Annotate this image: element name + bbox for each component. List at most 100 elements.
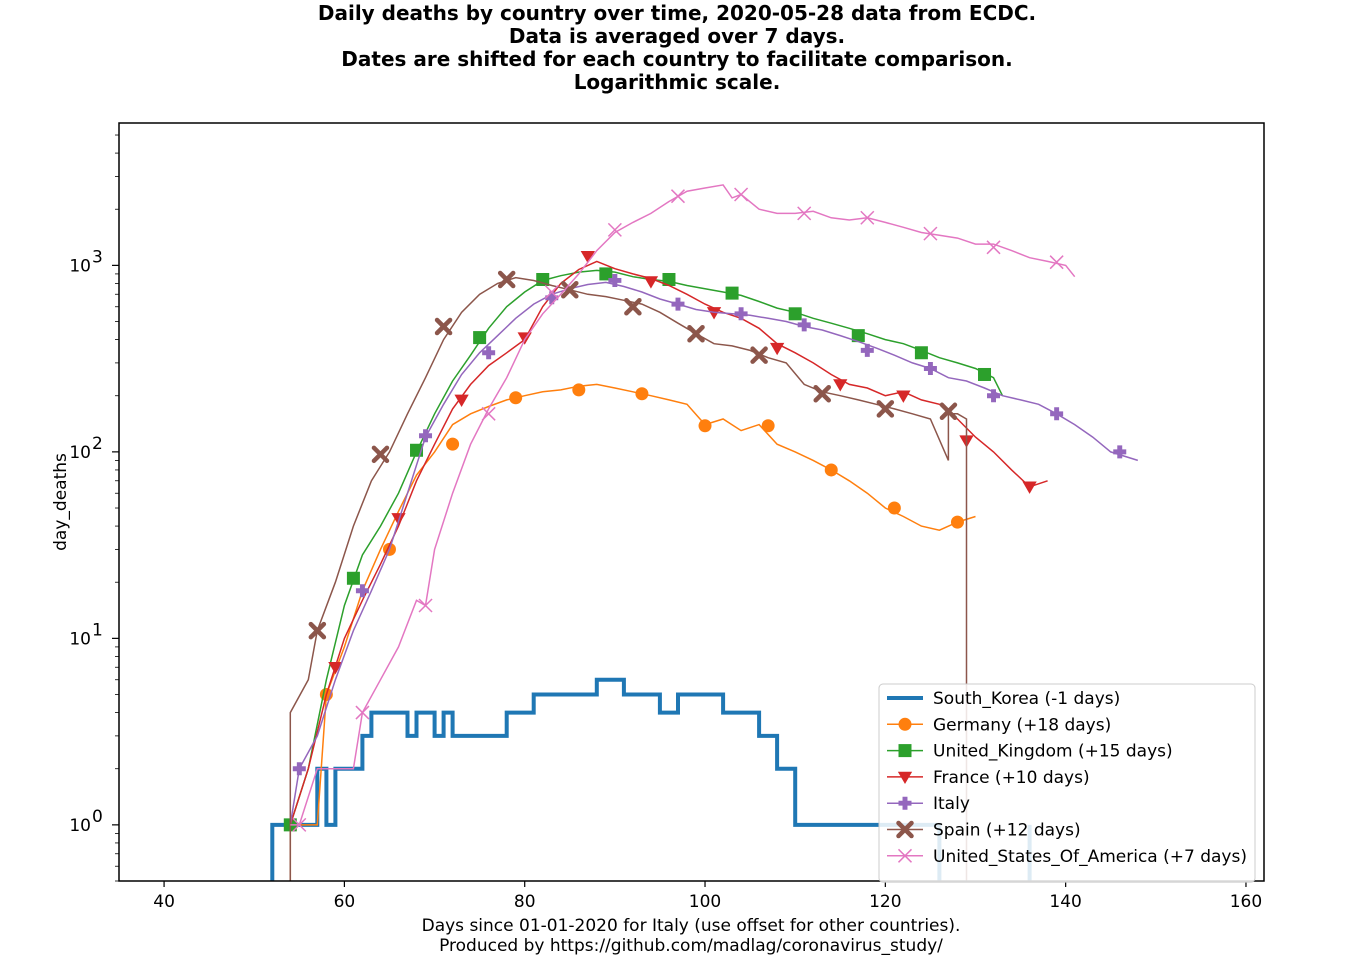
legend-marker-1	[898, 717, 912, 731]
series-6-point-6	[670, 189, 686, 204]
series-2-point-3	[473, 331, 487, 345]
series-1-point-3	[509, 391, 523, 405]
series-4-point-13	[1113, 445, 1127, 459]
series-3-point-4	[580, 250, 595, 264]
series-4-point-9	[860, 343, 874, 357]
series-4-point-0	[292, 762, 306, 776]
series-6-point-5	[607, 222, 622, 237]
series-line-3	[289, 260, 1048, 826]
legend-label-5: Spain (+12 days)	[933, 821, 1081, 841]
series-5-point-7	[750, 346, 768, 364]
legend-entry-0: South_Korea (-1 days)	[887, 689, 1120, 709]
legend-label-0: South_Korea (-1 days)	[933, 689, 1120, 709]
series-1-point-6	[698, 419, 712, 433]
series-1-point-8	[824, 463, 838, 477]
series-6-point-1	[355, 705, 370, 720]
series-5-point-9	[876, 400, 895, 418]
series-line-1	[289, 383, 976, 881]
series-6-point-0	[292, 817, 307, 832]
series-6	[290, 184, 1076, 832]
legend-label-1: Germany (+18 days)	[933, 715, 1111, 735]
series-5-point-10	[939, 402, 958, 421]
title-line-4: Logarithmic scale.	[573, 70, 781, 94]
x-tick-label-3: 100	[689, 892, 721, 912]
series-2-point-1	[346, 571, 360, 585]
series-6-point-7	[734, 187, 749, 202]
series-2-point-9	[851, 329, 865, 343]
series-1	[289, 383, 976, 881]
chart-title: Daily deaths by country over time, 2020-…	[0, 2, 1354, 94]
series-5-point-6	[687, 324, 705, 343]
legend-marker-4	[898, 796, 912, 810]
series-5-point-5	[624, 297, 642, 316]
series-5-point-8	[813, 384, 831, 403]
series-4-point-10	[923, 361, 937, 375]
series-0	[270, 677, 1032, 881]
series-4-point-8	[797, 318, 811, 332]
series-4-point-7	[734, 307, 748, 321]
series-6-point-12	[1049, 255, 1064, 270]
legend-marker-5	[896, 820, 914, 839]
series-1-point-7	[761, 419, 775, 433]
legend-entry-4: Italy	[887, 794, 970, 814]
legend-label-4: Italy	[933, 794, 970, 814]
series-2-point-7	[725, 286, 739, 300]
series-2-point-11	[978, 367, 992, 381]
series-1-point-2	[446, 437, 460, 451]
series-4	[289, 273, 1139, 826]
y-tick-exponent-0: 0	[92, 807, 103, 827]
x-axis-credit: Produced by https://github.com/madlag/co…	[439, 936, 943, 956]
series-6-point-10	[923, 226, 938, 241]
series-5-point-4	[561, 281, 579, 299]
legend-box	[878, 683, 1256, 883]
x-tick-label-0: 40	[153, 892, 175, 912]
series-4-point-6	[671, 297, 685, 311]
y-tick-label-3: 10	[69, 256, 91, 276]
legend-entry-5: Spain (+12 days)	[887, 821, 1081, 841]
series-3-point-11	[1022, 481, 1037, 494]
legend-entry-6: United_States_Of_America (+7 days)	[887, 847, 1247, 867]
plot-frame	[118, 122, 1265, 882]
series-1-point-9	[887, 501, 901, 515]
x-tick-label-6: 160	[1230, 892, 1262, 912]
series-6-point-11	[986, 240, 1001, 255]
series-3-point-2	[454, 394, 469, 408]
series-5-point-0	[308, 621, 327, 640]
legend-marker-6	[897, 848, 913, 863]
series-2-point-6	[662, 272, 676, 286]
series-5-point-2	[434, 317, 453, 336]
series-3-point-5	[643, 276, 659, 289]
series-line-0	[270, 677, 1032, 881]
legend-label-3: France (+10 days)	[933, 768, 1090, 788]
series-1-point-10	[950, 515, 964, 529]
legend-label-6: United_States_Of_America (+7 days)	[933, 847, 1247, 867]
series-4-point-1	[355, 584, 369, 598]
legend-entry-3: France (+10 days)	[887, 768, 1090, 788]
title-line-2: Data is averaged over 7 days.	[508, 24, 846, 48]
x-tick-label-4: 120	[869, 892, 901, 912]
series-3-point-6	[706, 307, 722, 320]
legend-label-2: United_Kingdom (+15 days)	[933, 742, 1173, 762]
series-3	[289, 250, 1048, 826]
series-6-point-9	[860, 210, 875, 225]
x-tick-label-1: 60	[334, 892, 356, 912]
legend-entry-1: Germany (+18 days)	[887, 715, 1111, 735]
series-4-point-3	[482, 346, 496, 360]
y-tick-exponent-2: 2	[92, 434, 103, 454]
series-1-point-4	[572, 383, 586, 397]
series-2-point-5	[599, 267, 613, 281]
y-tick-label-2: 10	[69, 443, 91, 463]
y-tick-exponent-1: 1	[92, 620, 103, 640]
y-tick-label-1: 10	[69, 629, 91, 649]
series-layer	[270, 184, 1139, 881]
y-tick-label-0: 10	[69, 816, 91, 836]
x-axis-label: Days since 01-01-2020 for Italy (use off…	[422, 916, 961, 936]
series-6-point-3	[481, 406, 496, 421]
series-5	[289, 270, 968, 881]
legend-entry-2: United_Kingdom (+15 days)	[887, 742, 1173, 762]
series-3-point-8	[833, 379, 848, 392]
x-tick-label-5: 140	[1049, 892, 1081, 912]
series-2-point-10	[914, 346, 928, 360]
